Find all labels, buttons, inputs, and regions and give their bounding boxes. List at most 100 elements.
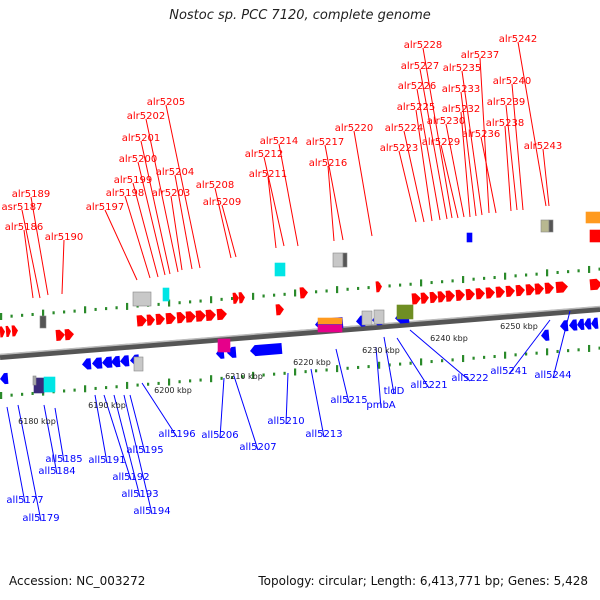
reverse-gene-label: all5184 [38,466,75,477]
gray-feature-box [361,310,373,326]
forward-gene-line [221,204,237,258]
forward-track-tick [52,311,55,315]
reverse-gene-arrow [591,317,599,329]
forward-gene-arrow [544,282,554,294]
forward-track-tick [168,299,171,307]
forward-gene-line [267,176,277,249]
gray-feature-box [342,252,348,268]
reverse-gene-line [17,404,42,522]
forward-track-tick [388,284,391,288]
cyan-feature-box [274,262,286,277]
axis-kbp-label: 6190 kbp [88,401,126,410]
reverse-gene-label: all5196 [158,429,195,440]
forward-gene-line [398,150,417,223]
reverse-track-tick [472,356,475,360]
forward-gene-arrow [64,328,74,341]
forward-gene-label: alr5202 [127,111,165,122]
reverse-track-tick [262,373,265,377]
reverse-gene-arrow [541,329,550,341]
forward-gene-label: alr5209 [203,197,241,208]
forward-track-tick [577,269,580,273]
reverse-track-tick [462,355,465,363]
forward-gene-arrow [55,329,65,342]
reverse-track-tick [199,378,202,382]
forward-gene-arrow [525,284,535,296]
reverse-gene-arrow [227,346,237,358]
forward-track-tick [336,286,339,294]
reverse-track-tick [378,361,381,369]
reverse-gene-label: all5192 [112,472,149,483]
reverse-track-tick [0,392,3,399]
forward-track-tick [262,294,265,298]
forward-track-tick [493,276,496,280]
forward-gene-line [324,144,344,241]
forward-gene-label: asr5187 [2,202,43,213]
reverse-track-tick [31,391,34,395]
forward-track-tick [199,299,202,303]
forward-gene-arrow [232,292,239,304]
forward-gene-label: alr5229 [422,137,460,148]
forward-track-tick [420,279,423,287]
forward-gene-line [174,174,193,270]
forward-track-tick [42,309,45,317]
reverse-track-tick [105,386,108,390]
forward-gene-line [214,187,232,259]
reverse-gene-line [123,394,153,515]
reverse-track-tick [430,360,433,364]
forward-track-tick [504,272,507,280]
forward-gene-arrow [485,287,495,299]
forward-gene-line [263,156,285,247]
forward-gene-label: alr5201 [122,133,160,144]
forward-track-tick [399,283,402,287]
reverse-track-tick [546,348,549,356]
reverse-gene-line [113,394,141,498]
forward-gene-line [415,109,433,222]
reverse-gene-line [219,377,225,439]
reverse-track-tick [283,371,286,375]
forward-gene-label: alr5237 [461,50,499,61]
reverse-gene-line [129,394,146,454]
reverse-track-tick [63,389,66,393]
forward-gene-line [419,68,448,220]
reverse-track-tick [189,379,192,383]
reverse-gene-line [375,346,382,409]
reverse-gene-line [54,407,65,463]
forward-track-tick [189,300,192,304]
forward-track-tick [325,289,328,293]
reverse-gene-line [310,368,325,438]
reverse-gene-line [6,406,26,504]
reverse-gene-line [383,336,395,395]
forward-track-tick [178,301,181,305]
forward-track-tick [441,280,444,284]
forward-gene-arrow [437,291,446,303]
accession-label: Accession: NC_003272 [9,574,146,588]
reverse-gene-arrow [82,358,92,370]
forward-gene-label: alr5239 [487,97,525,108]
forward-gene-line [403,130,425,223]
forward-track-tick [535,272,538,276]
forward-gene-label: alr5217 [306,137,344,148]
reverse-gene-label: all5177 [6,495,43,506]
reverse-gene-arrow [92,357,103,369]
gray-feature-box [548,219,554,233]
forward-track-tick [0,313,3,320]
reverse-gene-line [285,372,289,425]
magenta-feature-box [317,324,343,333]
forward-gene-line [21,209,41,299]
forward-gene-label: alr5230 [427,116,465,127]
forward-track-tick [462,276,465,284]
reverse-gene-label: tldD [384,386,405,397]
genome-axis-highlight [0,305,600,356]
forward-track-tick [315,290,318,294]
forward-gene-label: alr5203 [152,188,190,199]
forward-track-tick [357,286,360,290]
forward-gene-arrow [165,312,176,325]
forward-track-tick [598,267,600,271]
olive-feature-box [540,219,550,233]
reverse-track-tick [136,383,139,387]
reverse-track-tick [367,365,370,369]
forward-gene-arrow [429,291,438,304]
forward-gene-arrow [155,313,165,326]
reverse-track-tick [315,369,318,373]
